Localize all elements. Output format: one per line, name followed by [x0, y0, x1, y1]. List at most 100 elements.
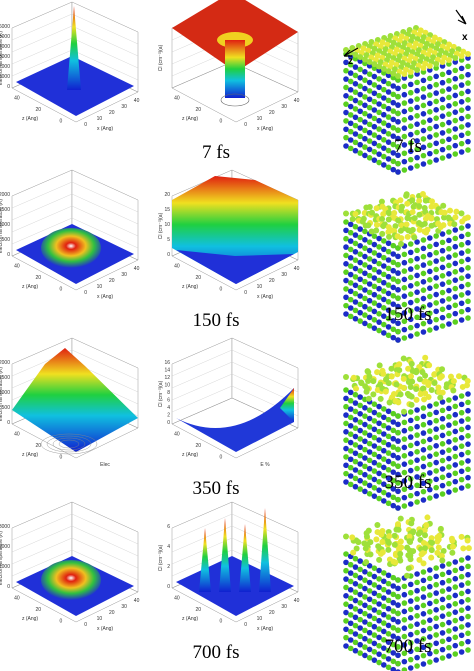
atom — [380, 211, 387, 218]
atom — [433, 300, 439, 306]
atom — [465, 630, 471, 637]
atom — [414, 423, 420, 430]
atom — [381, 296, 387, 303]
atom — [446, 628, 452, 634]
atom — [352, 572, 359, 579]
atom — [450, 378, 457, 385]
atom — [357, 116, 363, 123]
atom — [395, 446, 401, 453]
atom — [446, 611, 452, 617]
atom — [366, 604, 373, 611]
atom — [427, 495, 433, 501]
atom — [427, 92, 433, 98]
atom — [416, 376, 423, 383]
atom — [464, 378, 471, 385]
atom — [416, 211, 423, 218]
atom — [453, 208, 460, 215]
atom — [347, 255, 354, 261]
atom — [347, 70, 354, 76]
atom — [381, 422, 387, 429]
wall-grid — [171, 373, 233, 401]
atom — [343, 584, 349, 591]
atom — [371, 140, 378, 147]
atom — [401, 251, 408, 258]
atom — [390, 461, 397, 467]
time-label: 350 fs — [385, 472, 432, 493]
atom — [439, 621, 446, 628]
atom — [352, 475, 359, 482]
atom — [352, 147, 359, 154]
value-tick-label: 16 — [164, 360, 170, 366]
atom — [413, 367, 420, 374]
atom — [414, 79, 420, 86]
atom — [420, 85, 427, 92]
atom — [390, 242, 397, 249]
x-tick-label: 0 — [84, 622, 87, 628]
atom — [427, 634, 433, 640]
atom — [376, 244, 382, 250]
atom — [452, 617, 459, 624]
atom — [449, 537, 456, 544]
atom — [458, 590, 465, 597]
atom — [407, 148, 414, 155]
atom — [465, 433, 471, 439]
atom — [371, 107, 378, 113]
atom — [352, 433, 359, 440]
surface — [176, 250, 294, 284]
z-tick-label: 20 — [195, 275, 201, 281]
x-tick-label: 30 — [121, 272, 127, 278]
atom — [458, 115, 465, 122]
atom — [362, 446, 368, 453]
atom — [452, 67, 459, 74]
atom — [395, 505, 401, 511]
atom — [420, 488, 427, 495]
atom — [401, 83, 408, 90]
atom — [452, 109, 459, 115]
atom — [371, 82, 378, 88]
atom — [446, 86, 452, 92]
x-tick-label: 20 — [269, 610, 275, 616]
atom — [458, 132, 465, 139]
z-tick-label: 20 — [195, 443, 201, 449]
atom — [452, 75, 459, 82]
atom — [451, 221, 458, 228]
z-tick-label: 40 — [174, 596, 180, 602]
atom — [458, 225, 465, 231]
atom — [407, 581, 414, 588]
atom — [452, 252, 459, 258]
atom — [416, 556, 423, 563]
atom — [414, 596, 420, 602]
atom — [385, 656, 392, 662]
atom — [438, 553, 445, 560]
atom — [395, 455, 401, 461]
atom — [385, 539, 392, 546]
atom — [390, 625, 397, 631]
atom — [352, 597, 359, 604]
atom — [407, 434, 414, 440]
atom — [422, 532, 429, 539]
z-tick-label: 40 — [174, 264, 180, 270]
atom — [352, 467, 359, 473]
atom — [414, 415, 420, 422]
atom — [347, 603, 354, 610]
atom — [439, 71, 446, 78]
atom — [458, 308, 465, 315]
atom — [407, 299, 414, 306]
atom — [411, 215, 418, 222]
atom — [390, 666, 397, 671]
atom — [364, 385, 371, 392]
atom — [390, 116, 397, 123]
value-axis-label: electron temperature (K) — [0, 199, 4, 254]
atom — [381, 288, 387, 294]
atom — [407, 615, 414, 621]
atom — [398, 203, 405, 210]
atom — [381, 653, 387, 660]
atom — [458, 73, 465, 80]
atom — [385, 139, 392, 145]
wall-grid — [11, 549, 73, 577]
atom — [427, 235, 433, 241]
atom — [390, 641, 397, 648]
atom — [366, 373, 373, 380]
atom — [362, 569, 368, 575]
atom — [407, 324, 414, 331]
